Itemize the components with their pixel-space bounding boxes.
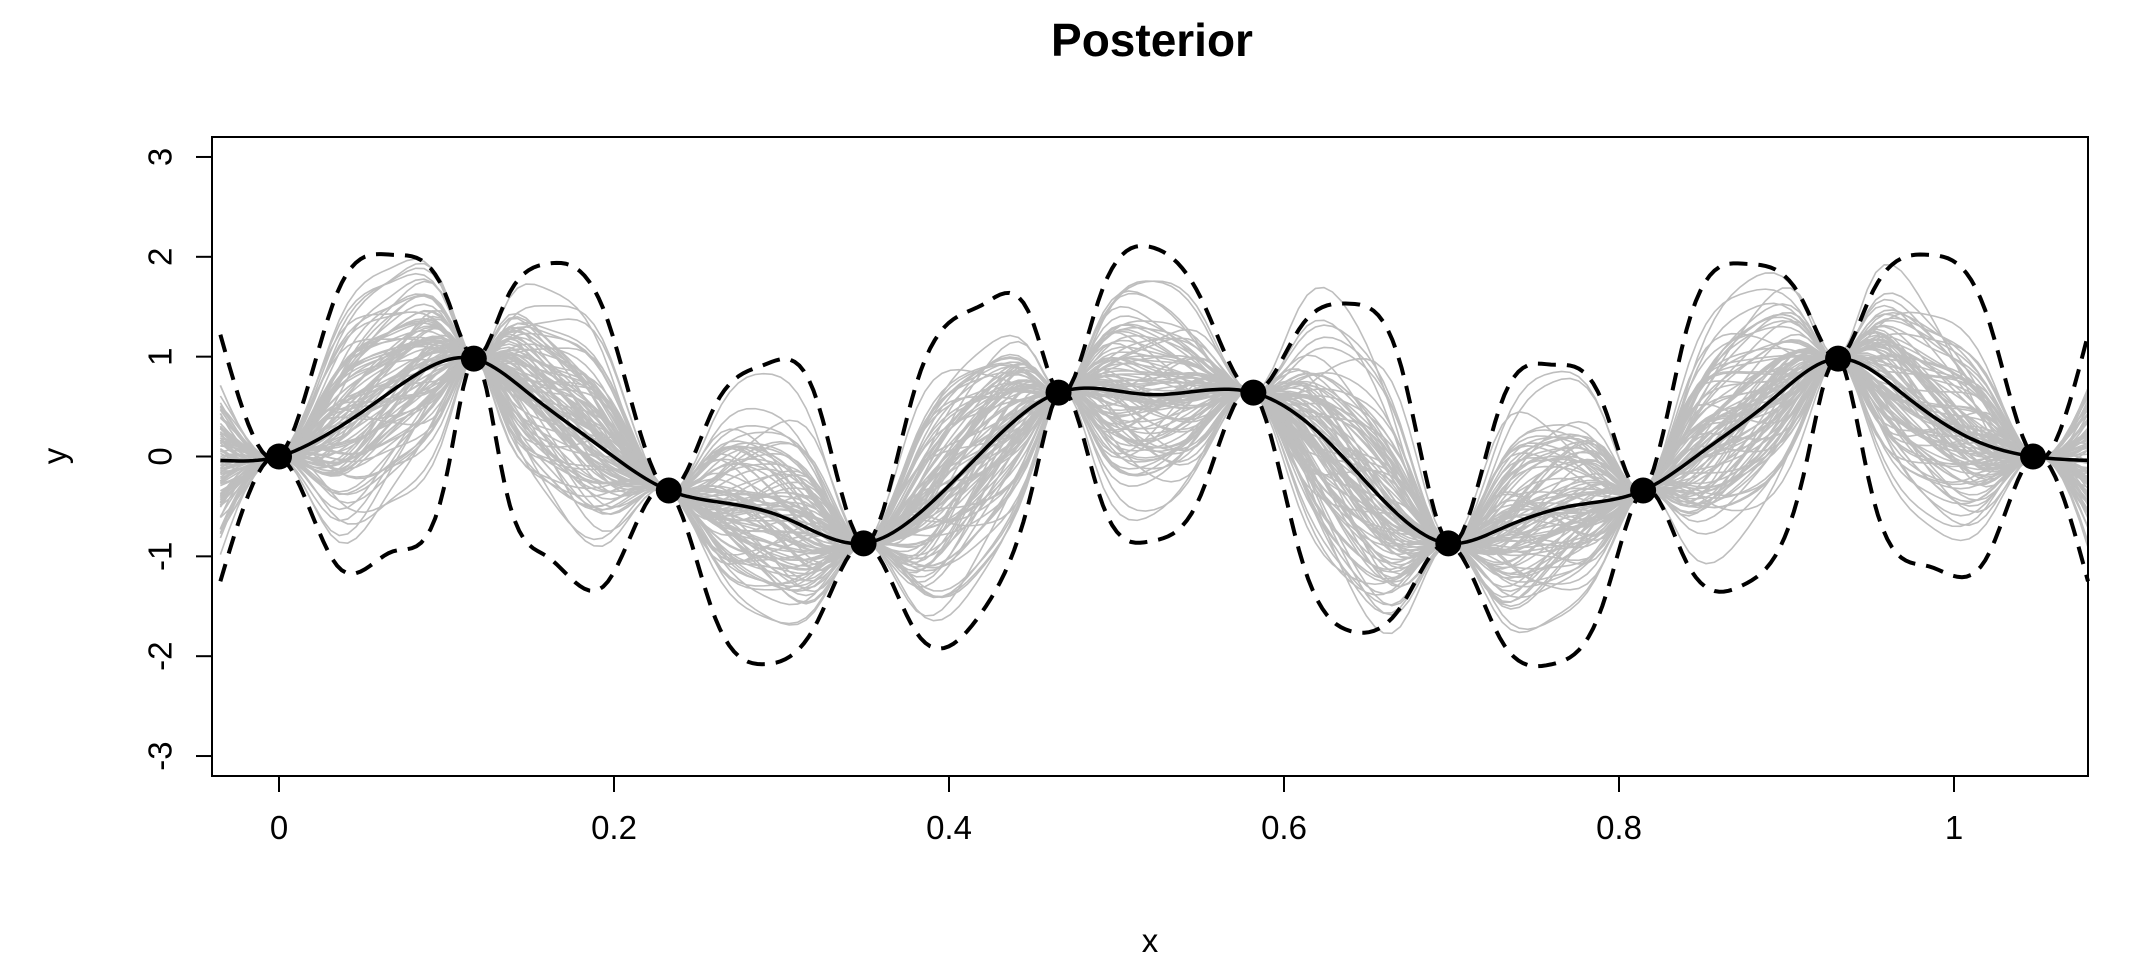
credible-band	[218, 243, 2090, 669]
sample-curve	[220, 340, 2089, 549]
y-tick-label: -3	[142, 741, 179, 770]
sample-curve	[219, 303, 2089, 608]
observation-point	[460, 345, 487, 372]
x-tick-label: 0	[270, 809, 288, 846]
y-axis-label: y	[36, 447, 73, 464]
sample-curve	[219, 264, 2089, 635]
sample-curve	[219, 354, 2089, 569]
observation-point	[266, 443, 292, 470]
sample-curve	[220, 325, 2089, 562]
x-tick-label: 0.2	[591, 809, 637, 846]
sample-curve	[219, 342, 2089, 581]
observation-points	[266, 345, 2047, 557]
y-tick-label: 1	[142, 347, 179, 365]
observation-point	[850, 530, 877, 557]
observation-point	[1240, 379, 1267, 406]
x-tick-label: 0.6	[1261, 809, 1307, 846]
x-tick-label: 0.4	[926, 809, 972, 846]
x-axis-label: x	[1142, 922, 1159, 959]
sample-curve	[219, 302, 2089, 616]
sample-curve	[219, 341, 2089, 545]
observation-point	[2020, 443, 2047, 470]
sample-curve	[219, 309, 2089, 553]
lower-band-line	[218, 355, 2090, 669]
y-tick-label: 0	[142, 447, 179, 465]
observation-point	[655, 477, 682, 504]
chart-title: Posterior	[1051, 14, 1253, 66]
y-axis: -3 -2 -1 0 1 2 3	[142, 148, 213, 771]
sample-curve	[219, 331, 2089, 614]
posterior-samples	[219, 258, 2089, 635]
sample-curve	[219, 327, 2089, 545]
sample-curve	[220, 315, 2089, 606]
x-axis: 0 0.2 0.4 0.6 0.8 1	[270, 775, 1963, 846]
sample-curve	[219, 354, 2089, 583]
y-tick-label: 2	[142, 248, 179, 266]
y-tick-label: -2	[142, 642, 179, 671]
observation-point	[1045, 379, 1072, 406]
sample-curve	[220, 278, 2089, 626]
sample-curve	[219, 303, 2089, 591]
sample-curve	[219, 280, 2089, 593]
sample-curve	[219, 339, 2089, 589]
observation-point	[1630, 477, 1657, 504]
x-tick-label: 0.8	[1596, 809, 1642, 846]
sample-curve	[220, 311, 2089, 583]
observation-point	[1435, 530, 1462, 557]
sample-curve	[220, 262, 2089, 545]
sample-curve	[219, 358, 2089, 579]
sample-curve	[219, 346, 2089, 599]
sample-curve	[220, 319, 2089, 599]
y-tick-label: -1	[142, 542, 179, 571]
upper-band-line	[218, 243, 2090, 547]
sample-curve	[219, 330, 2089, 564]
sample-curve	[219, 272, 2089, 569]
posterior-mean	[220, 355, 2089, 546]
sample-curve	[220, 350, 2089, 551]
mean-line	[220, 355, 2089, 546]
sample-curve	[219, 298, 2089, 561]
x-tick-label: 1	[1945, 809, 1963, 846]
observation-point	[1825, 345, 1852, 372]
y-tick-label: 3	[142, 148, 179, 166]
